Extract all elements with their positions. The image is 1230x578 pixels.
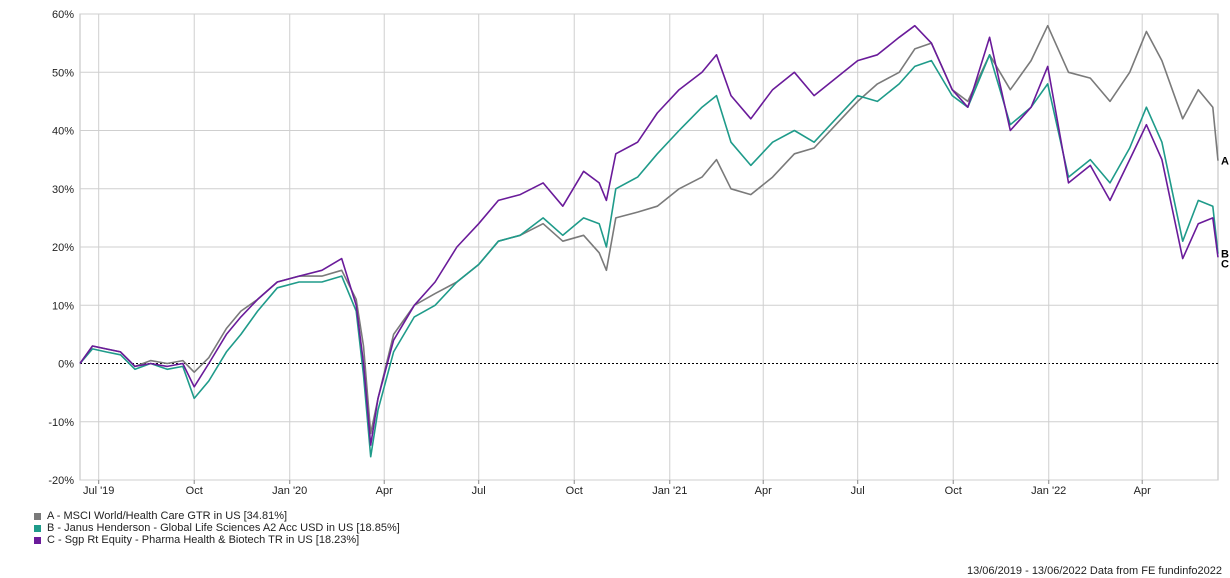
series-line-b <box>79 54 1219 458</box>
x-tick-label: Apr <box>1134 485 1151 497</box>
x-tick-label: Jul <box>472 485 486 497</box>
x-tick-label: Jan '20 <box>272 485 307 497</box>
end-label-c: C <box>1221 259 1229 271</box>
x-tick-label: Oct <box>186 485 203 497</box>
x-tick-label: Apr <box>755 485 772 497</box>
x-tick-label: Oct <box>566 485 583 497</box>
end-label-a: A <box>1221 156 1229 168</box>
y-tick-label: 10% <box>52 300 74 312</box>
legend-label-b: B - Janus Henderson - Global Life Scienc… <box>47 522 400 534</box>
y-tick-label: 60% <box>52 9 74 21</box>
y-tick-label: -10% <box>48 417 74 429</box>
series-line-c <box>79 24 1219 446</box>
label-layer: A BC <box>1221 156 1229 271</box>
y-tick-label: 40% <box>52 126 74 138</box>
end-label-b: B <box>1221 249 1229 261</box>
y-tick-label: 30% <box>52 184 74 196</box>
legend-label-a: A - MSCI World/Health Care GTR in US [34… <box>47 510 288 522</box>
legend-item-c: C - Sgp Rt Equity - Pharma Health & Biot… <box>34 534 400 546</box>
x-tick-label: Apr <box>376 485 393 497</box>
x-tick-label: Jul '19 <box>83 485 114 497</box>
axis-layer: -20% -10% 0% 10% 20% 30% 40% 50% 60% Jul '19 Oct Ja… <box>48 9 1151 497</box>
y-tick-label: 50% <box>52 67 74 79</box>
x-tick-label: Oct <box>945 485 962 497</box>
x-tick-label: Jul <box>851 485 865 497</box>
legend-item-a: A - MSCI World/Health Care GTR in US [34… <box>34 510 400 522</box>
footer-source: 13/06/2019 - 13/06/2022 Data from FE fun… <box>966 565 1222 577</box>
legend-swatch-b <box>34 524 41 532</box>
y-tick-label: 20% <box>52 242 74 254</box>
grid-layer <box>79 13 1219 481</box>
legend-label-c: C - Sgp Rt Equity - Pharma Health & Biot… <box>47 534 360 546</box>
y-tick-label: 0% <box>58 359 74 371</box>
y-tick-label: -20% <box>48 475 74 487</box>
series-line-a <box>79 24 1219 435</box>
x-tick-label: Jan '22 <box>1031 485 1066 497</box>
series-layer <box>79 24 1219 458</box>
legend-swatch-c <box>34 536 41 544</box>
chart-svg: -20% -10% 0% 10% 20% 30% 40% 50% 60% Jul '19 Oct Ja… <box>48 9 1229 497</box>
legend-item-b: B - Janus Henderson - Global Life Scienc… <box>34 522 400 534</box>
legend: A - MSCI World/Health Care GTR in US [34… <box>34 510 400 546</box>
x-tick-label: Jan '21 <box>652 485 687 497</box>
legend-swatch-a <box>34 512 41 520</box>
